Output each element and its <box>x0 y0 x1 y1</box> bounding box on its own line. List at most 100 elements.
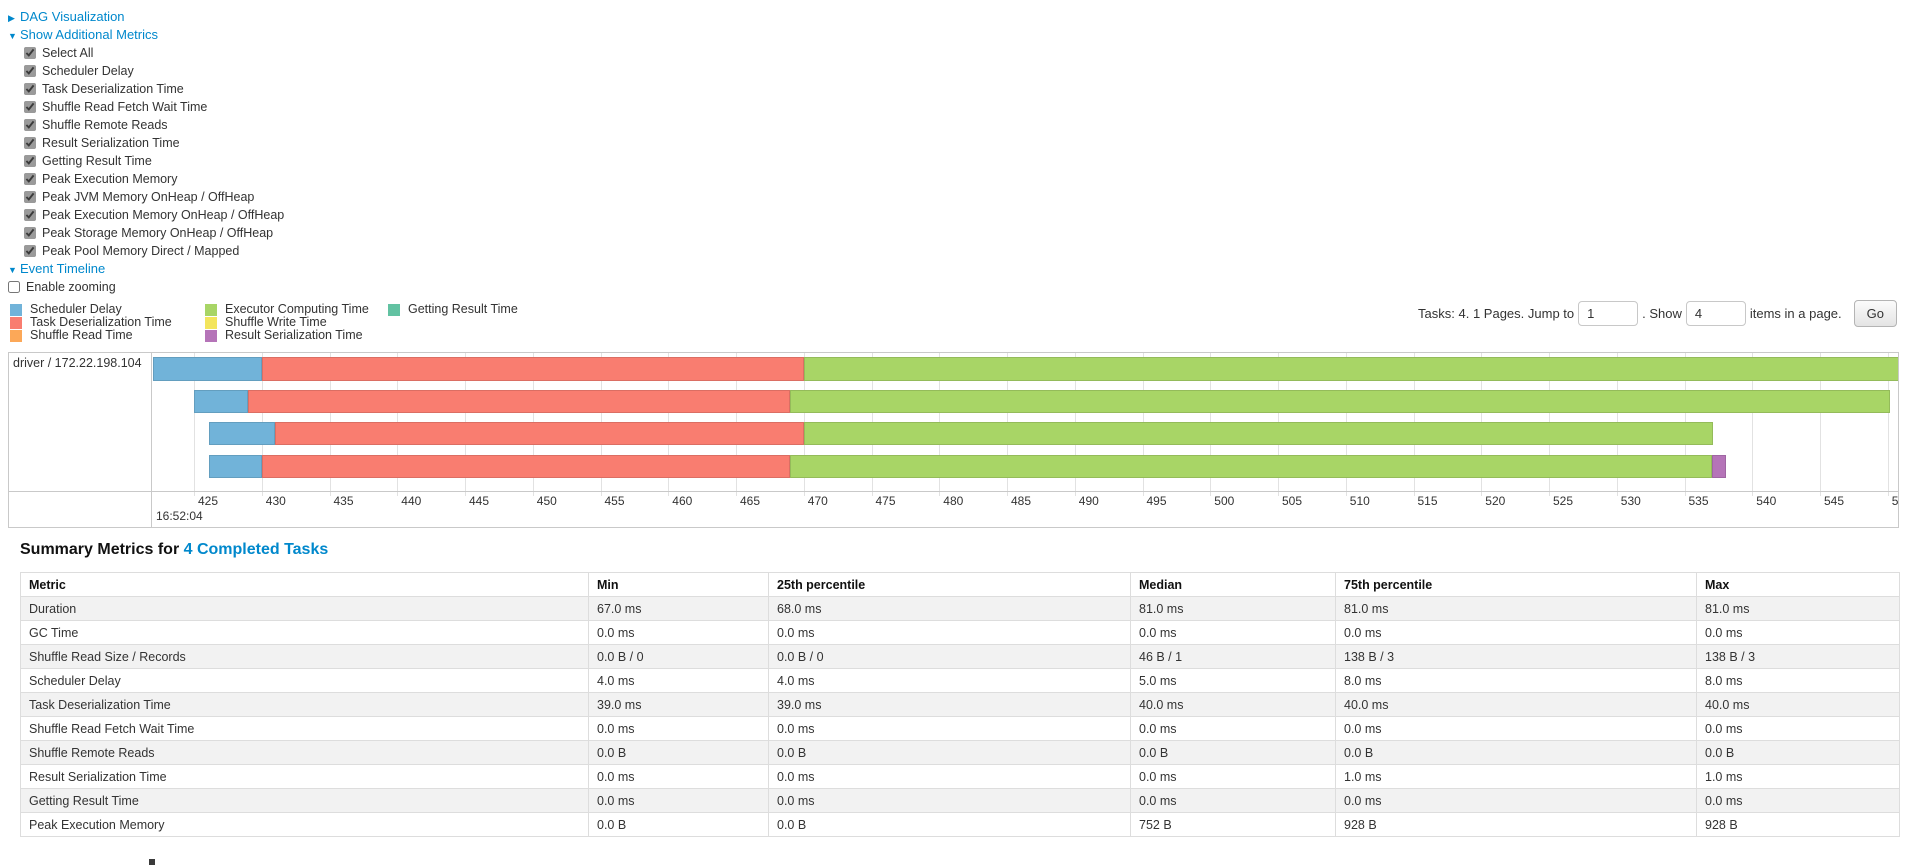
legend-label: Task Deserialization Time <box>30 315 172 329</box>
metric-value-cell: 0.0 B / 0 <box>588 644 769 669</box>
completed-tasks-link[interactable]: 4 Completed Tasks <box>183 541 329 558</box>
metric-value-cell: 752 B <box>1130 812 1336 837</box>
metric-checkbox[interactable] <box>24 65 36 77</box>
metric-value-cell: 0.0 ms <box>768 716 1131 741</box>
left-panel: ▶ DAG Visualization ▼ Show Additional Metr… <box>8 8 284 296</box>
go-button[interactable]: Go <box>1853 300 1897 327</box>
summary-metrics-table: Metric Min 25th percentile Median 75th perce… <box>20 572 1900 837</box>
legend-item: Result Serialization Time <box>205 329 388 342</box>
metric-checkbox-row: Peak Execution Memory OnHeap / OffHeap <box>8 206 284 224</box>
metric-name-cell: Duration <box>20 596 589 621</box>
metric-name-cell: Shuffle Read Size / Records <box>20 644 589 669</box>
axis-tick-label: 440 <box>401 494 422 508</box>
legend-label: Executor Computing Time <box>225 302 369 316</box>
dag-visualization-toggle[interactable]: ▶ DAG Visualization <box>8 8 284 26</box>
metric-checkbox-row: Peak Pool Memory Direct / Mapped <box>8 242 284 260</box>
task-bar-segment-executor_computing[interactable] <box>803 422 1713 445</box>
metric-checkbox-row: Scheduler Delay <box>8 62 284 80</box>
axis-tick-label: 495 <box>1146 494 1167 508</box>
axis-tick-label: 475 <box>875 494 896 508</box>
task-bar-segment-executor_computing[interactable] <box>790 455 1712 478</box>
metric-value-cell: 0.0 ms <box>1696 620 1900 645</box>
summary-metrics-section: Summary Metrics for 4 Completed Tasks Me… <box>20 541 1900 837</box>
event-timeline-toggle[interactable]: ▼ Event Timeline <box>8 260 284 278</box>
metric-value-cell: 4.0 ms <box>588 668 769 693</box>
table-row: Scheduler Delay 4.0 ms 4.0 ms 5.0 ms 8.0 ms 8… <box>20 668 1900 693</box>
metric-checkbox[interactable] <box>24 209 36 221</box>
task-bar-segment-scheduler_delay[interactable] <box>208 422 276 445</box>
metric-checkbox[interactable] <box>24 245 36 257</box>
metric-checkbox-label: Shuffle Remote Reads <box>42 118 168 132</box>
jump-to-page-input[interactable] <box>1578 301 1639 326</box>
legend-label: Result Serialization Time <box>225 328 363 342</box>
metric-value-cell: 8.0 ms <box>1335 668 1697 693</box>
task-bar-segment-result_serialization[interactable] <box>1711 455 1727 478</box>
metric-checkbox[interactable] <box>24 155 36 167</box>
items-per-page-input[interactable] <box>1685 301 1746 326</box>
axis-tick-label: 435 <box>333 494 354 508</box>
metric-checkbox[interactable] <box>24 119 36 131</box>
metric-value-cell: 0.0 B <box>1130 740 1336 765</box>
axis-tick-label: 470 <box>807 494 828 508</box>
task-bar-segment-executor_computing[interactable] <box>790 390 1891 413</box>
executor_computing-swatch-icon <box>205 303 217 316</box>
axis-separator <box>9 491 1898 492</box>
chevron-right-icon: ▶ <box>8 13 15 23</box>
metric-value-cell: 0.0 ms <box>768 620 1131 645</box>
shuffle_write-swatch-icon <box>205 316 217 329</box>
metric-checkbox[interactable] <box>24 137 36 149</box>
metric-value-cell: 928 B <box>1335 812 1697 837</box>
metric-value-cell: 0.0 ms <box>1696 716 1900 741</box>
enable-zooming-checkbox[interactable] <box>8 281 20 293</box>
timeline-legend: Scheduler Delay Task Deserialization Time… <box>10 303 518 342</box>
axis-tick-label: 450 <box>536 494 557 508</box>
axis-tick-label: 480 <box>943 494 964 508</box>
metric-checkbox-row: Task Deserialization Time <box>8 80 284 98</box>
task-bar-segment-task_deserialization[interactable] <box>275 422 804 445</box>
axis-tick-label: 425 <box>198 494 219 508</box>
show-additional-metrics-toggle[interactable]: ▼ Show Additional Metrics <box>8 26 284 44</box>
table-column-header: 75th percentile <box>1335 572 1697 597</box>
metric-value-cell: 0.0 ms <box>768 788 1131 813</box>
legend-item: Shuffle Read Time <box>10 329 205 342</box>
metric-checkbox[interactable] <box>24 47 36 59</box>
getting_result-swatch-icon <box>388 303 400 316</box>
legend-label: Shuffle Read Time <box>30 328 133 342</box>
metric-name-cell: Task Deserialization Time <box>20 692 589 717</box>
dag-visualization-label: DAG Visualization <box>20 9 125 24</box>
metric-value-cell: 67.0 ms <box>588 596 769 621</box>
gridline <box>1820 353 1821 496</box>
metric-checkbox[interactable] <box>24 227 36 239</box>
legend-label: Shuffle Write Time <box>225 315 327 329</box>
task-bar-segment-scheduler_delay[interactable] <box>153 357 262 381</box>
task-bar-segment-task_deserialization[interactable] <box>261 357 804 381</box>
metric-name-cell: Result Serialization Time <box>20 764 589 789</box>
metric-checkbox-label: Scheduler Delay <box>42 64 134 78</box>
task-bar-segment-scheduler_delay[interactable] <box>208 455 262 478</box>
metric-checkbox-label: Getting Result Time <box>42 154 152 168</box>
task-bar-segment-scheduler_delay[interactable] <box>194 390 249 413</box>
metric-checkbox-row: Getting Result Time <box>8 152 284 170</box>
metric-value-cell: 40.0 ms <box>1130 692 1336 717</box>
metric-value-cell: 0.0 ms <box>588 764 769 789</box>
metric-value-cell: 0.0 B / 0 <box>768 644 1131 669</box>
legend-label: Getting Result Time <box>408 302 518 316</box>
timeline-plot[interactable]: 425 430 435 440 445 450 455 460 465 470 475 480 485 4… <box>152 353 1898 527</box>
metric-value-cell: 40.0 ms <box>1696 692 1900 717</box>
task-bar-segment-task_deserialization[interactable] <box>248 390 791 413</box>
metric-checkbox[interactable] <box>24 173 36 185</box>
executor-label: driver / 172.22.198.104 <box>13 356 142 370</box>
metric-checkbox[interactable] <box>24 101 36 113</box>
task-bar-segment-task_deserialization[interactable] <box>261 455 791 478</box>
table-row: Peak Execution Memory 0.0 B 0.0 B 752 B 928 … <box>20 812 1900 837</box>
axis-tick-label: 530 <box>1620 494 1641 508</box>
metric-checkbox[interactable] <box>24 83 36 95</box>
metric-checkbox[interactable] <box>24 191 36 203</box>
task-bar-segment-executor_computing[interactable] <box>803 357 1898 381</box>
metric-value-cell: 81.0 ms <box>1335 596 1697 621</box>
metric-value-cell: 5.0 ms <box>1130 668 1336 693</box>
metric-checkbox-label: Peak Execution Memory OnHeap / OffHeap <box>42 208 285 222</box>
metric-name-cell: Shuffle Remote Reads <box>20 740 589 765</box>
axis-tick-label: 510 <box>1349 494 1370 508</box>
